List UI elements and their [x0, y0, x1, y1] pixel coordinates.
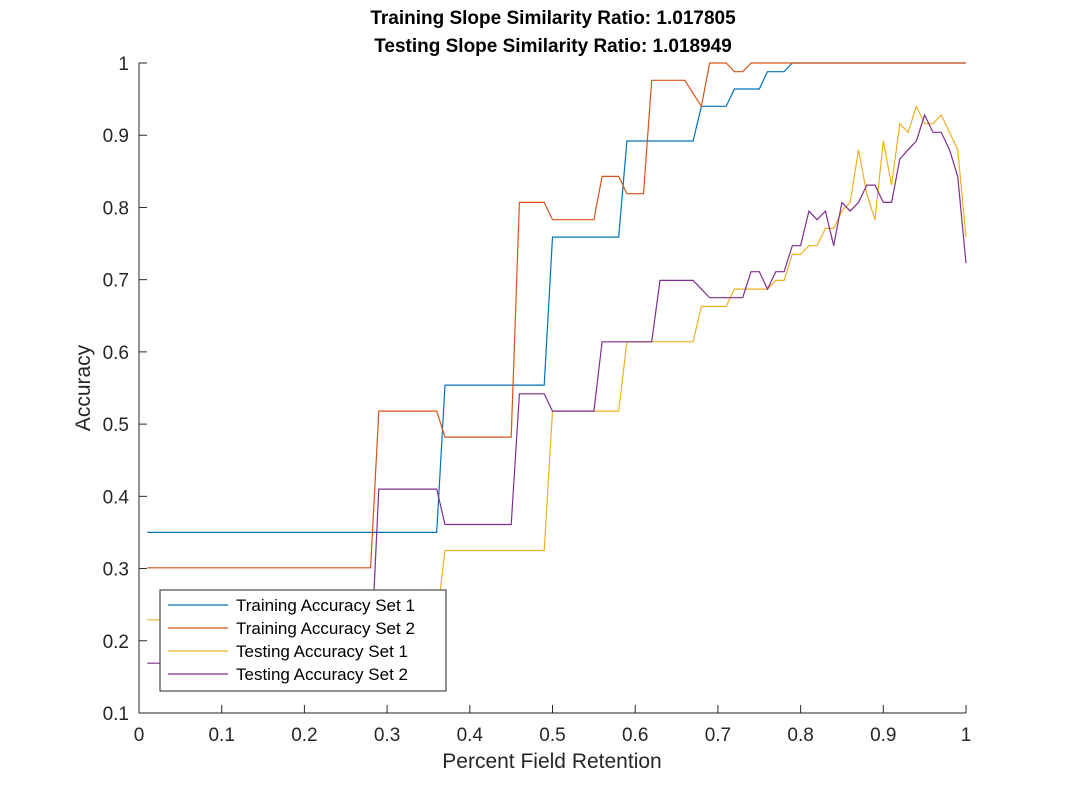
y-tick-label: 0.8: [103, 198, 129, 219]
legend: Training Accuracy Set 1 Training Accuracy…: [159, 589, 447, 692]
y-tick-label: 0.2: [103, 632, 129, 653]
x-tick-label: 0.8: [787, 725, 813, 746]
y-tick-label: 1: [118, 54, 129, 75]
x-tick-label: 0.5: [539, 725, 565, 746]
x-ticks: 0 0.1 0.2 0.3 0.4 0.5 0.6 0.7 0.8 0.9 1: [134, 705, 972, 746]
x-tick-label: 0: [134, 725, 145, 746]
y-tick-label: 0.3: [103, 560, 129, 581]
y-axis-label: Accuracy: [72, 344, 95, 431]
chart-title-line-1: Training Slope Similarity Ratio: 1.01780…: [370, 8, 736, 29]
series-layer: [147, 62, 967, 664]
legend-label: Training Accuracy Set 2: [236, 619, 415, 638]
chart-title-line-2: Testing Slope Similarity Ratio: 1.018949: [374, 36, 732, 57]
x-axis-label: Percent Field Retention: [442, 750, 661, 773]
y-tick-label: 0.6: [103, 343, 129, 364]
x-tick-label: 0.1: [208, 725, 234, 746]
y-tick-label: 0.4: [103, 487, 130, 508]
y-tick-label: 0.9: [103, 126, 129, 147]
legend-label: Training Accuracy Set 1: [236, 596, 415, 615]
legend-entries: Training Accuracy Set 1 Training Accuracy…: [168, 596, 415, 684]
series-line-1: [147, 62, 966, 533]
series-line-2: [147, 62, 966, 569]
x-tick-label: 0.2: [291, 725, 317, 746]
y-tick-label: 0.5: [103, 415, 129, 436]
y-ticks: 0.1 0.2 0.3 0.4 0.5 0.6 0.7 0.8 0.9 1: [103, 54, 147, 725]
x-tick-label: 0.6: [622, 725, 648, 746]
y-tick-label: 0.7: [103, 271, 129, 292]
legend-label: Testing Accuracy Set 1: [236, 642, 408, 661]
y-tick-label: 0.1: [103, 704, 129, 725]
x-tick-label: 0.7: [705, 725, 731, 746]
x-tick-label: 1: [961, 725, 972, 746]
legend-label: Testing Accuracy Set 2: [236, 665, 408, 684]
x-tick-label: 0.3: [374, 725, 400, 746]
x-tick-label: 0.9: [870, 725, 896, 746]
series-line-4: [147, 113, 967, 664]
x-tick-label: 0.4: [457, 725, 484, 746]
